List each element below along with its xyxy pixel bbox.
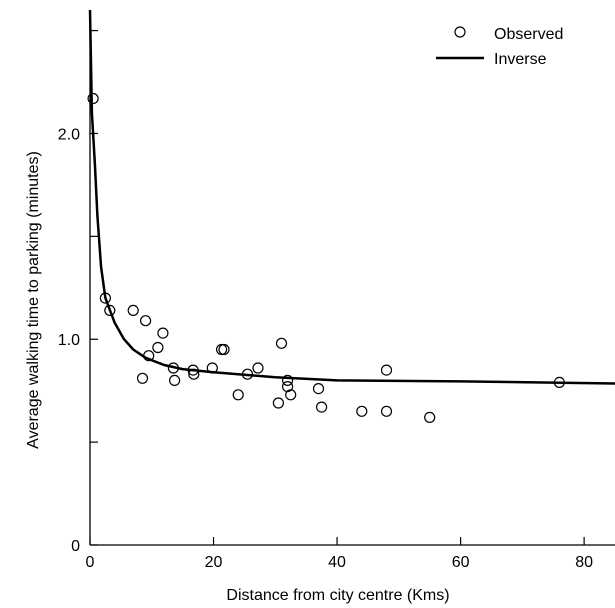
observed-point <box>356 405 368 417</box>
inverse-series <box>88 9 615 385</box>
x-tick-label: 60 <box>452 554 470 571</box>
observed-point <box>424 411 436 423</box>
observed-point <box>218 343 230 356</box>
observed-point <box>380 364 393 376</box>
observed-point <box>316 401 328 413</box>
inverse-curve <box>88 9 615 385</box>
observed-point <box>241 368 254 380</box>
observed-point <box>104 304 116 316</box>
legend: Observed Inverse <box>436 26 563 68</box>
y-tick-label: 0 <box>71 538 80 555</box>
x-tick-label: 0 <box>86 554 95 571</box>
legend-observed-label: Observed <box>494 26 563 43</box>
observed-point <box>140 315 152 327</box>
observed-point <box>206 362 218 374</box>
legend-observed-marker <box>454 26 466 38</box>
x-tick-label: 20 <box>205 554 223 571</box>
observed-point <box>143 350 155 362</box>
observed-point <box>380 405 393 417</box>
observed-series <box>87 92 566 423</box>
observed-point <box>87 92 99 105</box>
y-tick-label: 2.0 <box>58 126 80 143</box>
x-ticks: 0 20 40 60 80 <box>86 537 593 571</box>
observed-point <box>553 376 566 388</box>
observed-point <box>167 362 179 374</box>
observed-point <box>275 337 288 349</box>
observed-point <box>187 364 199 376</box>
x-axis-title: Distance from city centre (Kms) <box>226 587 449 604</box>
observed-point <box>252 362 264 374</box>
observed-point <box>232 389 244 401</box>
observed-point <box>157 327 169 339</box>
y-axis-title: Average walking time to parking (minutes… <box>25 151 42 449</box>
observed-point <box>152 341 164 354</box>
observed-point <box>282 374 294 386</box>
legend-inverse-label: Inverse <box>494 51 547 68</box>
x-tick-label: 40 <box>328 554 346 571</box>
observed-point <box>169 374 181 386</box>
observed-point <box>272 397 284 409</box>
observed-point <box>285 389 297 401</box>
observed-point <box>99 292 112 304</box>
y-tick-label: 1.0 <box>58 332 80 349</box>
observed-point <box>127 304 139 316</box>
x-tick-label: 80 <box>575 554 593 571</box>
observed-point <box>312 383 325 395</box>
axes <box>89 10 615 546</box>
observed-point <box>136 372 149 384</box>
observed-point <box>188 368 200 380</box>
